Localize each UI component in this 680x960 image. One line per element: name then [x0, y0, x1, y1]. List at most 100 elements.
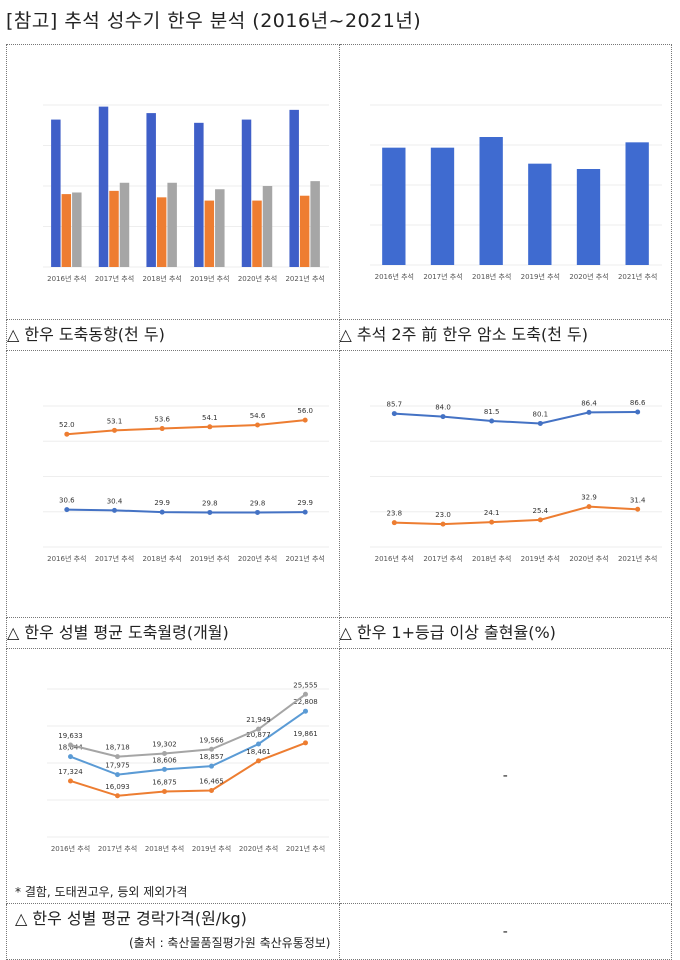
data-label: 29.8 — [202, 499, 218, 507]
series-point — [162, 766, 167, 772]
series-point — [255, 422, 260, 428]
bar — [241, 119, 252, 267]
x-tick-label: 2020년 추석 — [238, 554, 277, 563]
x-tick-label: 2021년 추석 — [286, 844, 325, 853]
chart-cell-cow-slaughter: 2016년 추석 2017년 추석 2018년 추석 2019년 추석 2020년 추석… — [338, 44, 672, 320]
data-label: 31.4 — [629, 496, 645, 504]
x-tick-label: 2018년 추석 — [142, 274, 181, 283]
series-point — [537, 517, 543, 523]
x-tick-label: 2019년 추석 — [520, 272, 559, 281]
series-point — [488, 519, 494, 525]
chart-grid: 2016년 추석 2017년 추석 2018년 추석 2019년 추석 2020년 추석… — [6, 44, 672, 960]
x-tick-label: 2017년 추석 — [423, 554, 462, 563]
series-point — [209, 787, 214, 793]
data-label: 86.4 — [581, 399, 597, 407]
x-tick-label: 2019년 추석 — [520, 554, 559, 563]
data-label: 53.6 — [154, 416, 170, 424]
series-line — [70, 710, 307, 776]
x-tick-label: 2018년 추석 — [471, 272, 510, 281]
chart-price: 2016년 추석 2017년 추석 2018년 추석 2019년 추석 2020년 추석… — [47, 681, 329, 853]
caption-price-cell: △ 한우 성별 평균 경락가격(원/kg) (출처 : 축산물품질평가원 축산유… — [6, 903, 340, 960]
x-tick-label: 2016년 추석 — [47, 554, 86, 563]
series-point — [586, 409, 591, 415]
series-point — [440, 521, 445, 527]
empty-cell-2: - — [338, 903, 672, 960]
series-line — [70, 693, 307, 758]
data-label: 29.9 — [297, 499, 313, 507]
x-tick-label: 2020년 추석 — [569, 554, 608, 563]
data-label: 29.9 — [154, 499, 170, 507]
data-label: 23.0 — [435, 511, 451, 519]
x-tick-label: 2021년 추석 — [285, 554, 324, 563]
series-point — [303, 708, 308, 714]
series-point — [256, 758, 261, 764]
chart-cow-slaughter: 2016년 추석 2017년 추석 2018년 추석 2019년 추석 2020년 추석… — [369, 104, 662, 281]
data-label: 19,861 — [293, 730, 318, 738]
bar — [146, 113, 156, 267]
series-point — [162, 750, 167, 756]
chart-slaughter: 2016년 추석 2017년 추석 2018년 추석 2019년 추석 2020년 추석… — [43, 104, 329, 283]
data-label: 19,633 — [58, 732, 83, 740]
chart-cell-grade: 2016년 추석 2017년 추석 2018년 추석 2019년 추석 2020년 추석… — [338, 350, 672, 618]
series-point — [209, 763, 214, 769]
x-tick-label: 2020년 추석 — [238, 274, 277, 283]
series-point — [207, 509, 213, 515]
x-tick-label: 2021년 추석 — [617, 272, 656, 281]
x-tick-label: 2019년 추석 — [190, 554, 229, 563]
caption-slaughter: △ 한우 도축동향(천 두) — [6, 319, 340, 351]
series-point — [209, 746, 214, 752]
x-tick-label: 2020년 추석 — [569, 272, 608, 281]
series-point — [162, 789, 167, 795]
data-label: 30.6 — [59, 497, 75, 505]
series-line — [393, 410, 638, 425]
x-tick-label: 2016년 추석 — [51, 844, 90, 853]
data-label: 18,644 — [58, 744, 83, 752]
series-point — [68, 742, 73, 748]
series-point — [303, 740, 308, 746]
data-label: 54.6 — [250, 412, 266, 420]
series-point — [68, 778, 73, 784]
data-label: 17,324 — [58, 768, 83, 776]
data-label: 18,606 — [152, 756, 177, 764]
bar — [167, 182, 177, 267]
data-label: 20,877 — [246, 731, 271, 739]
x-tick-label: 2017년 추석 — [423, 272, 462, 281]
data-label: 25,555 — [293, 681, 318, 689]
series-line — [393, 505, 638, 526]
chart-age: 2016년 추석 2017년 추석 2018년 추석 2019년 추석 2020년 추석… — [43, 405, 329, 563]
x-tick-label: 2016년 추석 — [47, 274, 86, 283]
data-label: 19,302 — [152, 740, 177, 748]
bar — [527, 163, 551, 265]
series-point — [159, 426, 165, 432]
bar — [625, 142, 649, 265]
x-tick-label: 2018년 추석 — [145, 844, 184, 853]
data-label: 24.1 — [483, 509, 499, 517]
data-label: 56.0 — [297, 407, 313, 415]
data-label: 29.8 — [250, 499, 266, 507]
series-point — [634, 409, 640, 415]
x-tick-label: 2019년 추석 — [192, 844, 231, 853]
series-point — [255, 509, 260, 515]
data-label: 52.0 — [59, 421, 75, 429]
data-label: 17,975 — [105, 762, 130, 770]
data-label: 84.0 — [435, 404, 451, 412]
series-point — [634, 506, 640, 512]
series-point — [302, 417, 308, 423]
bar — [98, 106, 109, 267]
caption-cow-slaughter: △ 추석 2주 前 한우 암소 도축(천 두) — [338, 319, 672, 351]
bar — [109, 190, 119, 267]
bar — [299, 195, 310, 267]
series-point — [64, 431, 70, 437]
caption-age: △ 한우 성별 평균 도축월령(개월) — [6, 617, 340, 649]
x-tick-label: 2017년 추석 — [95, 554, 134, 563]
data-label: 16,093 — [105, 783, 130, 791]
data-label: 86.6 — [629, 399, 645, 407]
x-tick-label: 2020년 추석 — [239, 844, 278, 853]
empty-cell: - — [338, 648, 672, 904]
series-line — [70, 741, 306, 797]
caption-grade: △ 한우 1+등급 이상 출현율(%) — [338, 617, 672, 649]
bar — [252, 200, 262, 267]
chart-cell-price: 2016년 추석 2017년 추석 2018년 추석 2019년 추석 2020년 추석… — [6, 648, 340, 904]
x-tick-label: 2021년 추석 — [285, 274, 324, 283]
bar — [156, 197, 167, 267]
